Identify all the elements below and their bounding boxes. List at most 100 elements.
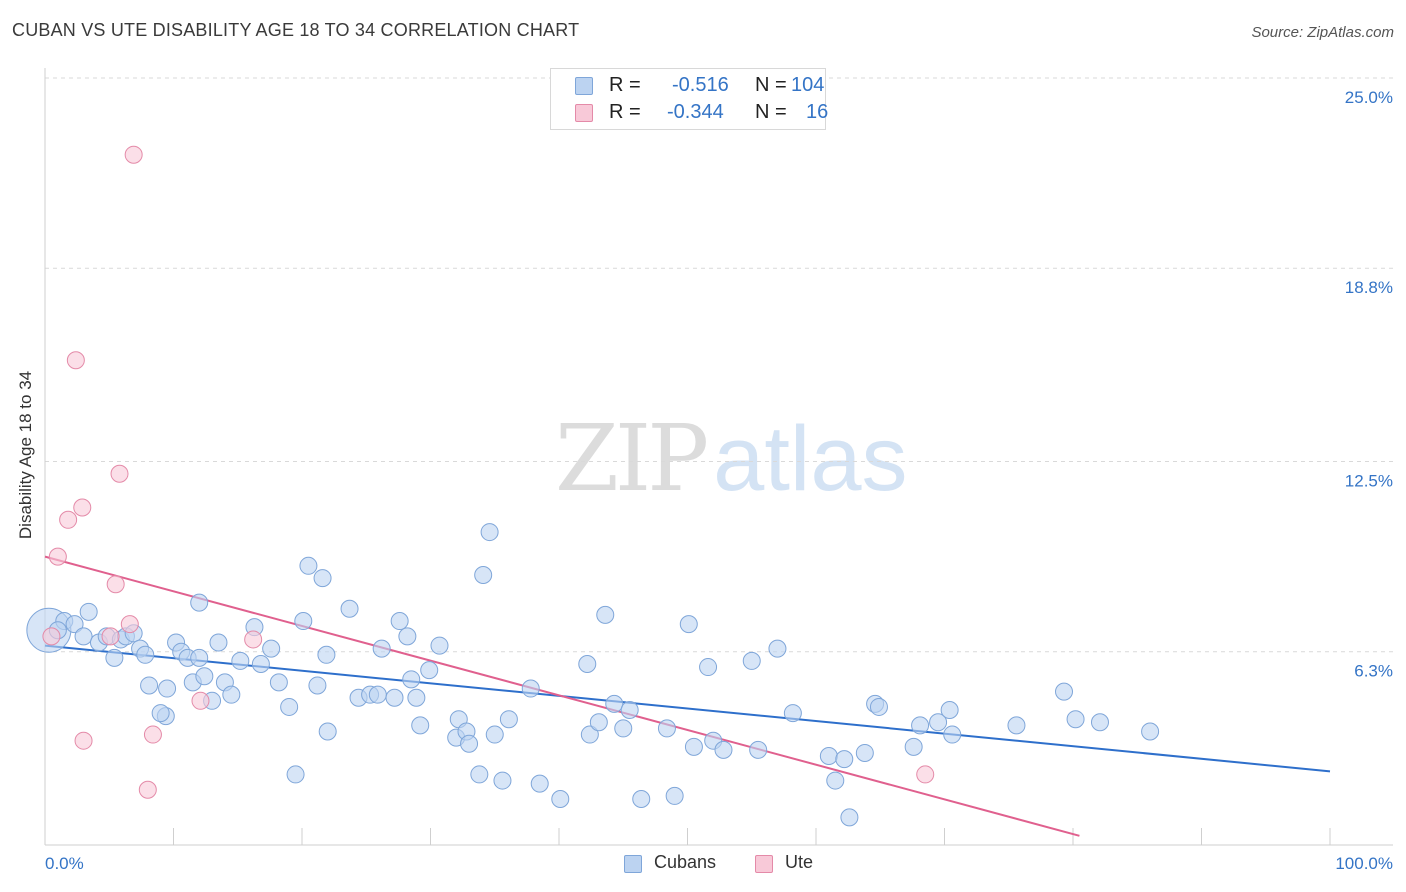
series-legend: Cubans Ute bbox=[0, 850, 1406, 880]
cubans-point bbox=[317, 645, 336, 664]
cubans-point bbox=[835, 750, 854, 769]
ute-point bbox=[120, 615, 139, 634]
data-points bbox=[26, 145, 1160, 827]
cubans-point bbox=[190, 593, 209, 612]
cubans-point bbox=[390, 612, 409, 631]
n-label: N = bbox=[755, 74, 787, 96]
cubans-point bbox=[368, 685, 387, 704]
cubans-point bbox=[151, 704, 170, 723]
cubans-point bbox=[714, 740, 733, 759]
cubans-point bbox=[430, 636, 449, 655]
cubans-point bbox=[474, 566, 493, 585]
ute-point bbox=[59, 510, 78, 529]
cubans-point bbox=[840, 808, 859, 827]
axes bbox=[44, 68, 1393, 846]
watermark-zip: ZIP bbox=[555, 405, 709, 512]
x-tick-label: 0.0% bbox=[45, 854, 84, 873]
n-value: 16 bbox=[806, 101, 829, 123]
ute-point bbox=[42, 627, 61, 646]
watermark: ZIPatlas bbox=[555, 405, 908, 512]
cubans-point bbox=[589, 713, 608, 732]
cubans-point bbox=[294, 612, 313, 631]
cubans-point bbox=[308, 676, 327, 695]
cubans-point bbox=[195, 667, 214, 686]
tick-labels: 6.3% 12.5% 18.8% 25.0% 0.0% 100.0% bbox=[45, 88, 1393, 873]
cubans-point bbox=[929, 713, 948, 732]
cubans-point bbox=[480, 523, 499, 542]
cubans-point bbox=[826, 771, 845, 790]
source-label: Source: ZipAtlas.com bbox=[1251, 24, 1394, 41]
cubans-point bbox=[551, 789, 570, 808]
cubans-point bbox=[580, 725, 599, 744]
cubans-point bbox=[398, 627, 417, 646]
ute-point bbox=[244, 630, 263, 649]
ute-point bbox=[916, 765, 935, 784]
cubans-point bbox=[742, 651, 761, 670]
cubans-point bbox=[499, 710, 518, 729]
cubans-point bbox=[578, 654, 597, 673]
cubans-point bbox=[1090, 713, 1109, 732]
ute-swatch bbox=[755, 855, 773, 873]
cubans-point bbox=[485, 725, 504, 744]
cubans-point bbox=[904, 737, 923, 756]
cubans-point bbox=[262, 639, 281, 658]
cubans-swatch bbox=[624, 855, 642, 873]
y-tick-label: 18.8% bbox=[1345, 278, 1393, 297]
legend-label: Ute bbox=[785, 852, 814, 872]
cubans-point bbox=[911, 716, 930, 735]
cubans-point bbox=[470, 765, 489, 784]
cubans-point bbox=[79, 602, 98, 621]
cubans-point bbox=[855, 743, 874, 762]
cubans-point bbox=[632, 789, 651, 808]
ute-point bbox=[124, 145, 143, 164]
cubans-point bbox=[605, 694, 624, 713]
cubans-point bbox=[614, 719, 633, 738]
x-tick-label: 100.0% bbox=[1335, 854, 1393, 873]
cubans-point bbox=[665, 786, 684, 805]
cubans-point bbox=[420, 661, 439, 680]
legend-label: Cubans bbox=[654, 852, 717, 872]
cubans-point bbox=[521, 679, 540, 698]
stats-legend: R = -0.516 N = 104 R = -0.344 N = 16 bbox=[550, 68, 829, 130]
cubans-point bbox=[819, 747, 838, 766]
cubans-point bbox=[460, 734, 479, 753]
cubans-point bbox=[299, 556, 318, 575]
cubans-point bbox=[749, 740, 768, 759]
cubans-point bbox=[190, 648, 209, 667]
cubans-point bbox=[136, 645, 155, 664]
cubans-point bbox=[407, 688, 426, 707]
cubans-point bbox=[768, 639, 787, 658]
cubans-point bbox=[251, 654, 270, 673]
ute-point bbox=[138, 780, 157, 799]
cubans-point bbox=[402, 670, 421, 689]
cubans-point bbox=[869, 697, 888, 716]
cubans-point bbox=[65, 615, 84, 634]
r-label: R = bbox=[609, 101, 641, 123]
y-tick-label: 12.5% bbox=[1345, 472, 1393, 491]
cubans-point bbox=[340, 599, 359, 618]
cubans-point bbox=[657, 719, 676, 738]
cubans-point bbox=[943, 725, 962, 744]
grid-lines bbox=[45, 77, 1393, 653]
cubans-point bbox=[105, 648, 124, 667]
cubans-point bbox=[158, 679, 177, 698]
cubans-point bbox=[231, 651, 250, 670]
ute-swatch bbox=[575, 104, 593, 122]
cubans-point bbox=[493, 771, 512, 790]
ute-point bbox=[66, 351, 85, 370]
ute-trend-line bbox=[44, 555, 1080, 837]
y-tick-label: 6.3% bbox=[1354, 662, 1393, 681]
cubans-point bbox=[1066, 710, 1085, 729]
cubans-point bbox=[140, 676, 159, 695]
cubans-point bbox=[411, 716, 430, 735]
y-tick-label: 25.0% bbox=[1345, 88, 1393, 107]
cubans-point bbox=[783, 704, 802, 723]
n-label: N = bbox=[755, 101, 787, 123]
ute-point bbox=[74, 731, 93, 750]
cubans-point bbox=[372, 639, 391, 658]
ute-point bbox=[101, 627, 120, 646]
cubans-point bbox=[318, 722, 337, 741]
cubans-point bbox=[684, 737, 703, 756]
r-value: -0.344 bbox=[667, 101, 724, 123]
n-value: 104 bbox=[791, 74, 825, 96]
